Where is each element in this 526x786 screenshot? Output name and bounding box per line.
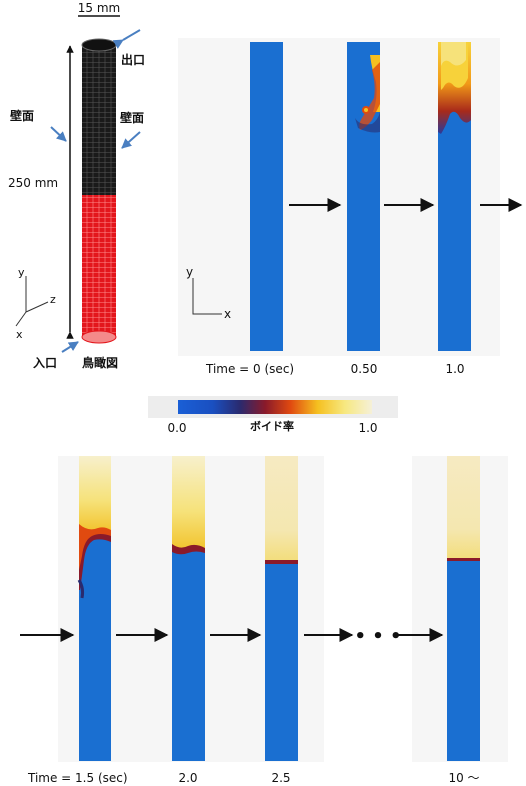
wall-label-left: 壁面: [10, 108, 34, 123]
snapshot-t20: [172, 456, 205, 761]
axis3d-z-label: z: [50, 293, 56, 306]
colorbar-gradient: [178, 400, 372, 414]
time-label-t15: Time = 1.5 (sec): [27, 771, 128, 785]
time-label-t0: Time = 0 (sec): [205, 362, 294, 376]
snapshot-t10: [438, 42, 471, 351]
snapshot-t0: [250, 42, 283, 351]
inlet-arrow: [61, 341, 79, 353]
pipe-top-end: [81, 38, 117, 52]
axis3d-x-label: x: [16, 328, 23, 341]
axis2d-y-label: y: [186, 265, 193, 279]
pipe-bird-eye-view: 15 mm 250 mm 出口 壁面 壁面 入口 鳥瞰図 y z x: [8, 1, 145, 370]
pipe-caption: 鳥瞰図: [82, 355, 118, 370]
axis3d-y-label: y: [18, 266, 25, 279]
wall-label-right: 壁面: [120, 110, 144, 125]
pipe-bottom-end: [81, 330, 117, 344]
snapshot-t15: [77, 456, 111, 761]
pipe-height-label: 250 mm: [8, 176, 58, 190]
outlet-label: 出口: [121, 52, 145, 67]
snapshot-t10-final: [447, 456, 480, 761]
snapshot-t25: [265, 456, 298, 761]
axes-2d: [192, 278, 222, 315]
outlet-arrow: [112, 29, 141, 49]
bottom-simulation-panel: • • • Time = 1.5 (sec) 2.0 2.5 10 ～: [20, 456, 508, 785]
axes-3d: [15, 276, 49, 327]
colorbar-min-label: 0.0: [167, 421, 186, 435]
snapshot-t050: [347, 42, 380, 351]
wall-arrow-left: [50, 126, 67, 142]
time-label-t25: 2.5: [271, 771, 290, 785]
ellipsis: • • •: [354, 626, 401, 647]
axis2d-x-label: x: [224, 307, 231, 321]
time-label-t10: 1.0: [445, 362, 464, 376]
pipe-lower-section: [82, 195, 116, 337]
time-label-t10-final: 10 ～: [448, 771, 479, 785]
time-label-t20: 2.0: [178, 771, 197, 785]
wall-arrow-right: [121, 131, 141, 149]
time-label-t050: 0.50: [351, 362, 378, 376]
pipe-diameter-label: 15 mm: [78, 1, 120, 15]
pipe-upper-section: [82, 45, 116, 195]
void-fraction-colorbar: 0.0 ボイド率 1.0: [148, 396, 398, 435]
colorbar-title: ボイド率: [250, 419, 294, 433]
inlet-label: 入口: [33, 356, 57, 370]
colorbar-max-label: 1.0: [358, 421, 377, 435]
top-simulation-panel: y x Time = 0 (sec) 0.50 1.0: [178, 38, 523, 376]
